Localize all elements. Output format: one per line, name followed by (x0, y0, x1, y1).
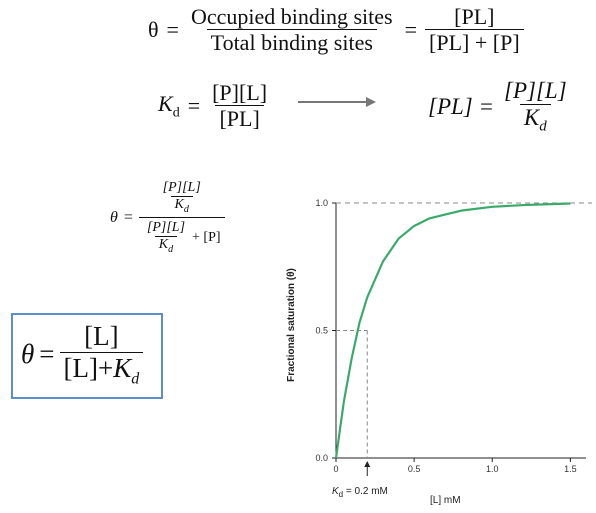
x-tick-label: 1.5 (564, 464, 577, 474)
final-equation: θ = [L] [L]+Kd (21, 321, 143, 389)
kd-numerator: [P][L] (208, 80, 271, 105)
equals-sign: = (188, 93, 200, 119)
x-tick-label: 1.0 (486, 464, 499, 474)
total-sites-label: Total binding sites (207, 29, 377, 55)
equals-sign: = (39, 339, 54, 370)
theta-substituted-equation: θ = [P][L] Kd [P][L] Kd + [P] (110, 180, 225, 256)
equals-sign: = (124, 209, 133, 227)
l-plus-term: [L]+ (64, 353, 114, 383)
chart-layer: 0.0 0.5 1.0 0 0.5 1.0 1.5 (315, 198, 592, 476)
y-tick-label: 1.0 (315, 198, 328, 208)
equals-sign: = (405, 17, 417, 43)
pl-denominator: Kd (520, 104, 551, 136)
compound-denominator: [P][L] Kd + [P] (139, 217, 225, 255)
theta-definition-equation: θ = Occupied binding sites Total binding… (148, 4, 524, 56)
fraction-sites: Occupied binding sites Total binding sit… (187, 4, 397, 56)
kd-symbol: Kd (158, 91, 180, 121)
pl-numerator: [PL] (450, 4, 498, 29)
top-fraction: [P][L] Kd (159, 180, 205, 215)
kd-k: K (158, 91, 173, 116)
kd-k: K (175, 197, 184, 212)
kd-subscript: d (184, 204, 189, 215)
x-tick-label: 0.5 (408, 464, 421, 474)
compound-numerator: [P][L] Kd (155, 180, 209, 217)
top-denominator: Kd (171, 196, 193, 215)
bottom-fraction: [P][L] Kd (143, 220, 189, 255)
top-numerator: [P][L] (159, 180, 205, 196)
kd-subscript: d (539, 119, 547, 135)
kd-definition-equation: Kd = [P][L] [PL] (158, 80, 271, 132)
kd-subscript: d (131, 370, 139, 387)
x-tick-label: 0 (333, 464, 338, 474)
bottom-numerator: [P][L] (143, 220, 189, 236)
kd-annotation-value: = 0.2 mM (343, 486, 388, 497)
kd-k: K (113, 353, 131, 383)
plus-p-term: + [P] (192, 230, 221, 246)
bottom-denominator: Kd (155, 236, 177, 255)
fraction-concentrations: [PL] [PL] + [P] (425, 4, 524, 56)
saturation-chart-svg: 0.0 0.5 1.0 0 0.5 1.0 1.5 Fractional saturatio… (280, 190, 596, 508)
kd-arrow-head (364, 461, 370, 467)
y-tick-label: 0.0 (315, 453, 328, 463)
kd-subscript: d (168, 244, 173, 255)
saturation-curve (336, 204, 570, 458)
arrow-icon (296, 92, 380, 112)
kd-denominator: [PL] (215, 105, 263, 131)
final-fraction: [L] [L]+Kd (60, 321, 144, 389)
pl-plus-p-denominator: [PL] + [P] (425, 29, 524, 55)
compound-denominator-row: [P][L] Kd + [P] (143, 220, 221, 255)
theta-symbol: θ (21, 339, 34, 370)
pl-solved-equation: [PL] = [P][L] Kd (428, 78, 571, 136)
final-denominator: [L]+Kd (60, 352, 144, 389)
kd-annotation: Kd = 0.2 mM (332, 486, 388, 499)
equals-sign: = (167, 17, 179, 43)
theta-symbol: θ (148, 17, 159, 43)
compound-fraction: [P][L] Kd [P][L] Kd + [P] (139, 180, 225, 256)
final-equation-box: θ = [L] [L]+Kd (11, 313, 163, 399)
pl-lhs: [PL] = (428, 94, 494, 120)
y-tick-label: 0.5 (315, 326, 328, 336)
x-axis-label: [L] mM (430, 495, 461, 506)
final-numerator: [L] (80, 321, 122, 352)
theta-symbol: θ (110, 209, 118, 227)
pl-numerator: [P][L] (500, 78, 571, 104)
kd-k: K (159, 237, 168, 252)
y-axis-label: Fractional saturation (θ) (286, 268, 297, 382)
occupied-sites-label: Occupied binding sites (187, 4, 397, 29)
kd-subscript: d (173, 105, 180, 120)
kd-k: K (524, 105, 539, 130)
kd-fraction: [P][L] [PL] (208, 80, 271, 132)
saturation-chart: 0.0 0.5 1.0 0 0.5 1.0 1.5 Fractional saturatio… (280, 190, 596, 508)
pl-fraction: [P][L] Kd (500, 78, 571, 136)
